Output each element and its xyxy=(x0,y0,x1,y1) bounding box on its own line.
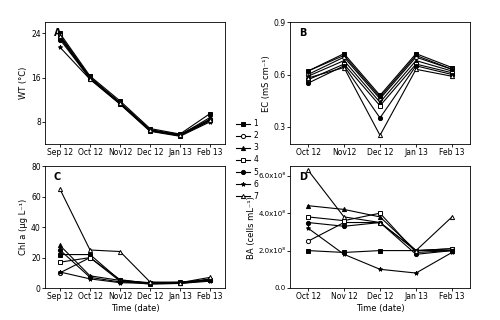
Y-axis label: EC (mS cm⁻¹): EC (mS cm⁻¹) xyxy=(262,55,271,112)
Y-axis label: WT (°C): WT (°C) xyxy=(20,67,28,100)
X-axis label: Time (date): Time (date) xyxy=(110,304,160,313)
Legend: 1, 2, 3, 4, 5, 6, 7: 1, 2, 3, 4, 5, 6, 7 xyxy=(234,118,260,202)
Y-axis label: Chl a (μg L⁻¹): Chl a (μg L⁻¹) xyxy=(20,199,28,255)
Text: C: C xyxy=(54,172,61,182)
Text: D: D xyxy=(299,172,307,182)
X-axis label: Time (date): Time (date) xyxy=(356,304,405,313)
Text: B: B xyxy=(299,28,306,38)
Y-axis label: BA (cells mL⁻¹): BA (cells mL⁻¹) xyxy=(247,196,256,259)
Text: A: A xyxy=(54,28,62,38)
